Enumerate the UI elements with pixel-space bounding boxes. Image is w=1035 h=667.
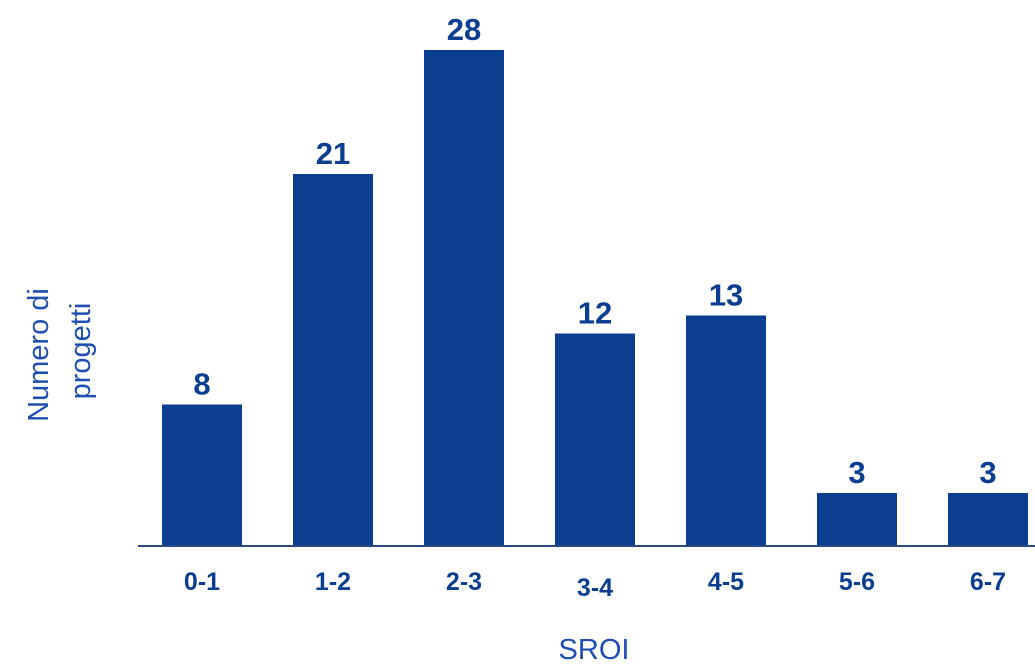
bar-3-4 (555, 333, 635, 546)
x-tick-label-2-3: 2-3 (446, 568, 482, 596)
x-tick-label-4-5: 4-5 (708, 568, 744, 596)
y-axis-title-line-1: Numero di (23, 288, 55, 422)
x-axis-title: SROI (559, 634, 630, 666)
x-tick-label-3-4: 3-4 (577, 574, 613, 602)
x-tick-label-6-7: 6-7 (970, 568, 1006, 596)
value-label-0-1: 8 (193, 366, 210, 401)
x-tick-label-1-2: 1-2 (315, 568, 351, 596)
bar-5-6 (817, 492, 897, 546)
y-axis-title: Numero di progetti (23, 280, 97, 422)
value-label-4-5: 13 (709, 278, 743, 313)
bars-group (162, 50, 1028, 546)
bar-6-7 (948, 492, 1028, 546)
value-label-3-4: 12 (578, 295, 612, 330)
value-label-6-7: 3 (979, 455, 996, 490)
x-tick-labels-group: 0-1 1-2 2-3 3-4 4-5 5-6 6-7 (184, 568, 1006, 602)
value-label-1-2: 21 (316, 136, 350, 171)
y-axis-title-line-2: progetti (65, 303, 97, 400)
value-label-2-3: 28 (447, 12, 481, 47)
bar-0-1 (162, 404, 242, 546)
value-labels-group: 8 21 28 12 13 3 3 (193, 12, 996, 490)
x-tick-label-0-1: 0-1 (184, 568, 220, 596)
value-label-5-6: 3 (848, 455, 865, 490)
x-tick-label-5-6: 5-6 (839, 568, 875, 596)
bar-4-5 (686, 315, 766, 546)
bar-1-2 (293, 174, 373, 546)
bar-2-3 (424, 50, 504, 546)
